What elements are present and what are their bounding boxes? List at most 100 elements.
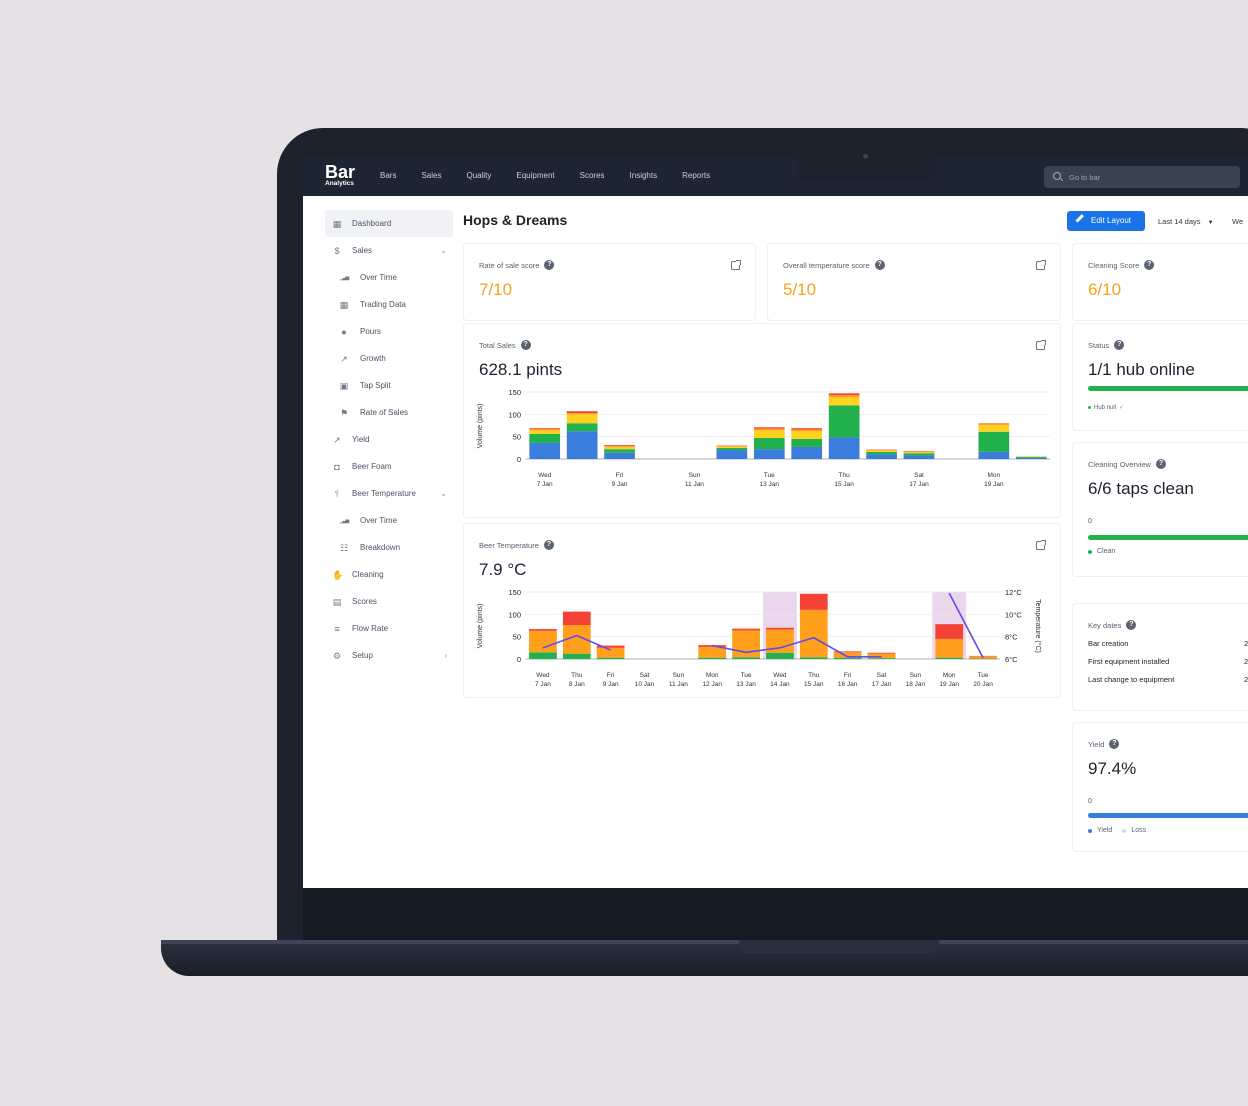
x-tick-date: 7 Jan — [537, 481, 553, 488]
sidebar-item-over-time[interactable]: ▁▃▅ Over Time — [325, 507, 453, 534]
sidebar-item-sales[interactable]: $ Sales ⌄ — [325, 237, 453, 264]
edit-layout-button[interactable]: Edit Layout — [1067, 211, 1145, 231]
y-tick-label: 150 — [508, 388, 521, 397]
open-external-icon[interactable] — [1036, 260, 1046, 270]
temperature-line — [542, 634, 611, 651]
app-logo[interactable]: Bar Analytics — [325, 163, 355, 187]
bar-segment — [978, 451, 1010, 459]
x-tick-date: 15 Jan — [804, 681, 824, 688]
x-tick-date: 12 Jan — [702, 681, 722, 688]
open-external-icon[interactable] — [1036, 540, 1046, 550]
nav-quality[interactable]: Quality — [466, 171, 492, 180]
help-icon[interactable]: ? — [1109, 739, 1120, 749]
key-date-value: 2 — [1244, 639, 1248, 648]
sidebar-item-growth[interactable]: ↗ Growth — [325, 345, 453, 372]
sidebar-item-trading-data[interactable]: ▦ Trading Data — [325, 291, 453, 318]
nav-scores[interactable]: Scores — [579, 171, 605, 180]
loss-legend-label: Loss — [1131, 827, 1147, 834]
status-card: Status? 1/1 hub online Hub null ✓ — [1072, 323, 1248, 431]
bar-segment — [753, 430, 785, 439]
card-title-text: Status — [1088, 340, 1110, 350]
bar-chart-icon: ▁▃▅ — [339, 274, 350, 281]
key-date-label: Last change to equipment — [1088, 675, 1175, 684]
help-icon[interactable]: ? — [520, 340, 531, 350]
sidebar-item-beer-foam[interactable]: ◘ Beer Foam — [325, 453, 453, 480]
bar-segment — [716, 446, 748, 448]
y2-tick-label: 6°C — [1005, 655, 1018, 664]
bar-segment — [596, 645, 625, 648]
sidebar-item-label: Flow Rate — [352, 624, 389, 633]
x-tick-day: Sat — [914, 472, 924, 479]
sidebar-item-rate-of-sales[interactable]: ⚑ Rate of Sales — [325, 399, 453, 426]
chevron-down-icon[interactable]: ⌄ — [440, 246, 447, 255]
help-icon[interactable]: ? — [1155, 459, 1166, 469]
nav-reports[interactable]: Reports — [682, 171, 711, 180]
x-tick-day: Thu — [839, 472, 851, 479]
chevron-right-icon[interactable]: › — [444, 651, 447, 660]
bar-segment — [867, 652, 896, 654]
trend-icon: ↗ — [340, 353, 348, 364]
bar-segment — [978, 423, 1010, 426]
bar-segment — [935, 624, 964, 639]
x-tick-day: Wed — [538, 472, 552, 479]
bar-segment — [529, 428, 561, 430]
key-date-label: Bar creation — [1088, 639, 1129, 648]
help-icon[interactable]: ? — [543, 540, 554, 550]
search-input[interactable]: Go to bar — [1044, 166, 1240, 188]
yield-legend-label: Yield — [1097, 827, 1113, 834]
sidebar-item-beer-temperature[interactable]: ⫯ Beer Temperature ⌄ — [325, 480, 453, 507]
bar-segment — [866, 450, 897, 452]
bar-segment — [766, 627, 794, 630]
sidebar-item-cleaning[interactable]: ✋ Cleaning — [325, 561, 453, 588]
help-icon[interactable]: ? — [1126, 620, 1137, 630]
sidebar-item-pours[interactable]: ● Pours — [325, 318, 453, 345]
temperature-score-card: Overall temperature score? 5/10 — [767, 243, 1061, 321]
week-select[interactable]: We — [1232, 217, 1244, 226]
laptop-hinge — [739, 940, 939, 954]
bar-chart-icon: ▁▃▅ — [339, 517, 350, 524]
bar-segment — [867, 658, 896, 659]
sidebar-item-scores[interactable]: ▤ Scores — [325, 588, 453, 615]
temperature-score-value: 5/10 — [783, 280, 817, 299]
help-icon[interactable]: ? — [1144, 260, 1155, 270]
help-icon[interactable]: ? — [874, 260, 885, 270]
x-tick-day: Sat — [877, 672, 887, 679]
bar-segment — [596, 657, 625, 659]
x-tick-date: 9 Jan — [603, 681, 619, 688]
edit-layout-label: Edit Layout — [1091, 216, 1132, 225]
chevron-down-icon[interactable]: ⌄ — [440, 489, 447, 498]
sidebar-item-tap-split[interactable]: ▣ Tap Split — [325, 372, 453, 399]
card-title-text: Cleaning Score — [1088, 260, 1140, 270]
help-icon[interactable]: ? — [544, 260, 555, 270]
sidebar-item-yield[interactable]: ↗ Yield — [325, 426, 453, 453]
sidebar-item-flow-rate[interactable]: ≡ Flow Rate — [325, 615, 453, 642]
nav-equipment[interactable]: Equipment — [516, 171, 555, 180]
bar-segment — [791, 429, 823, 432]
sidebar-item-dashboard[interactable]: ▦ Dashboard — [325, 210, 453, 237]
open-external-icon[interactable] — [1036, 340, 1046, 350]
bar-segment — [698, 646, 727, 658]
open-external-icon[interactable] — [731, 260, 741, 270]
sidebar-item-setup[interactable]: ⚙ Setup › — [325, 642, 453, 669]
bar-segment — [566, 412, 598, 415]
x-tick-date: 16 Jan — [838, 681, 858, 688]
yield-legend: Yield Loss — [1088, 827, 1146, 834]
nav-sales[interactable]: Sales — [421, 171, 442, 180]
help-icon[interactable]: ? — [1114, 340, 1125, 350]
bar-segment — [866, 454, 897, 459]
x-tick-day: Fri — [844, 672, 852, 679]
beer-icon: ◘ — [334, 461, 340, 472]
bar-segment — [604, 449, 635, 453]
nav-insights[interactable]: Insights — [629, 171, 658, 180]
sidebar-item-breakdown[interactable]: ☷ Breakdown — [325, 534, 453, 561]
nav-bars[interactable]: Bars — [380, 171, 397, 180]
laptop-bezel — [303, 888, 1248, 940]
bar-segment — [529, 630, 557, 653]
sidebar-item-over-time[interactable]: ▁▃▅ Over Time — [325, 264, 453, 291]
card-title: Yield? — [1088, 739, 1120, 749]
bar-segment — [753, 428, 785, 431]
date-range-select[interactable]: Last 14 days ▼ — [1158, 217, 1214, 226]
flow-icon: ≡ — [334, 623, 340, 634]
x-tick-date: 19 Jan — [939, 681, 959, 688]
bar-segment — [833, 651, 862, 653]
